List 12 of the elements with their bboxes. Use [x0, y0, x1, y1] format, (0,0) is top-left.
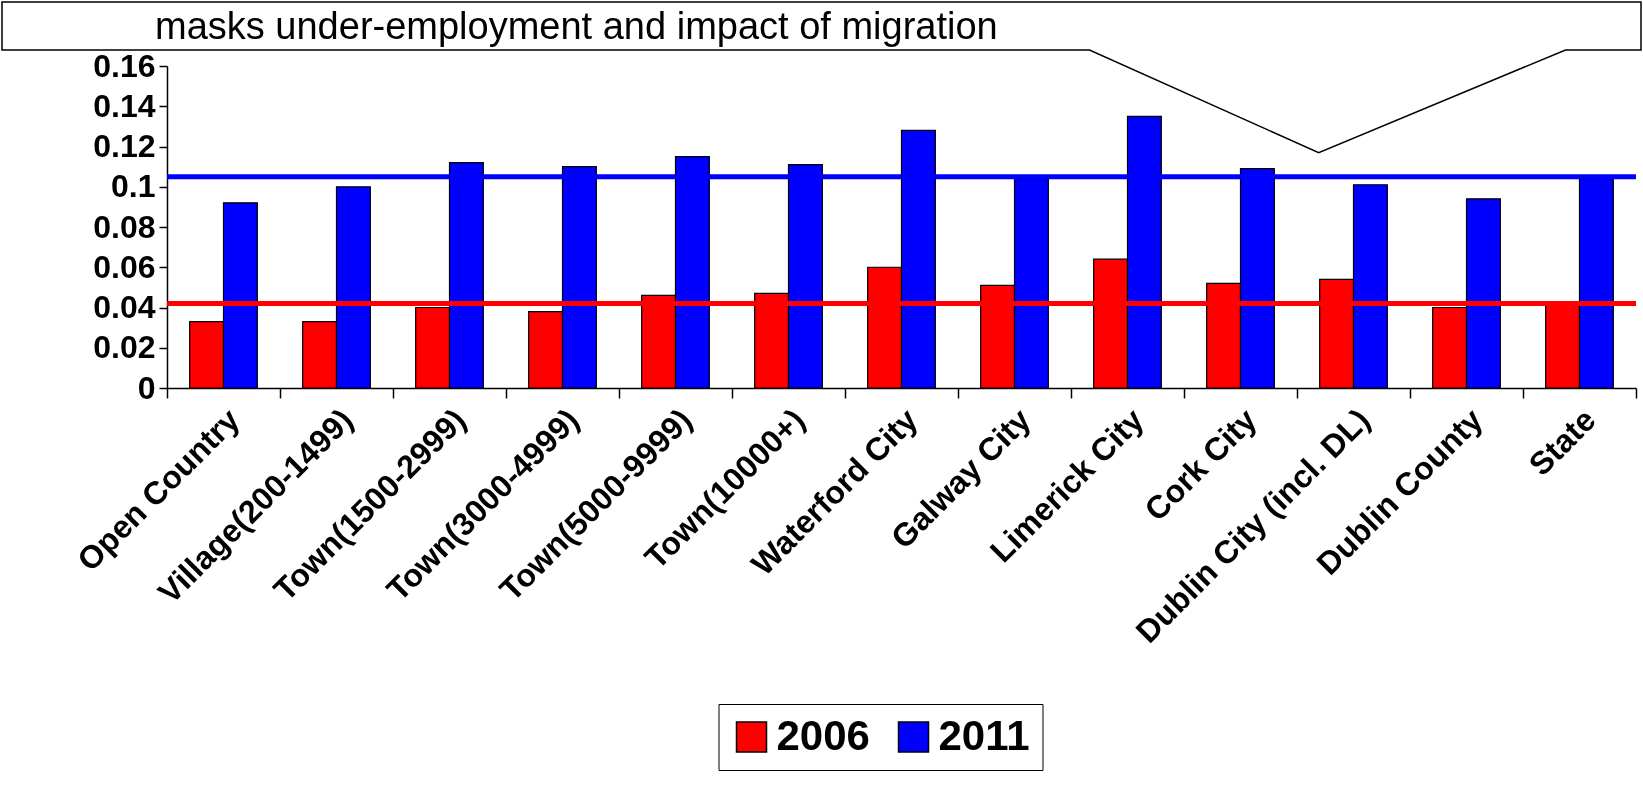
y-tick-label: 0.14	[93, 87, 156, 124]
y-tick-label: 0.08	[93, 208, 156, 245]
y-tick-label: 0.16	[93, 47, 156, 84]
y-tick-label: 0.02	[93, 329, 156, 366]
y-tick-label: 0.12	[93, 128, 156, 164]
y-tick-label: 0	[137, 369, 156, 406]
legend-label: 2011	[938, 712, 1030, 759]
y-tick-label: 0.1	[111, 168, 156, 205]
legend-label: 2006	[776, 712, 870, 759]
text: masks under-employment and impact of migration	[155, 5, 998, 47]
y-tick-label: 0.04	[93, 289, 156, 325]
y-tick-label: 0.06	[93, 248, 156, 285]
